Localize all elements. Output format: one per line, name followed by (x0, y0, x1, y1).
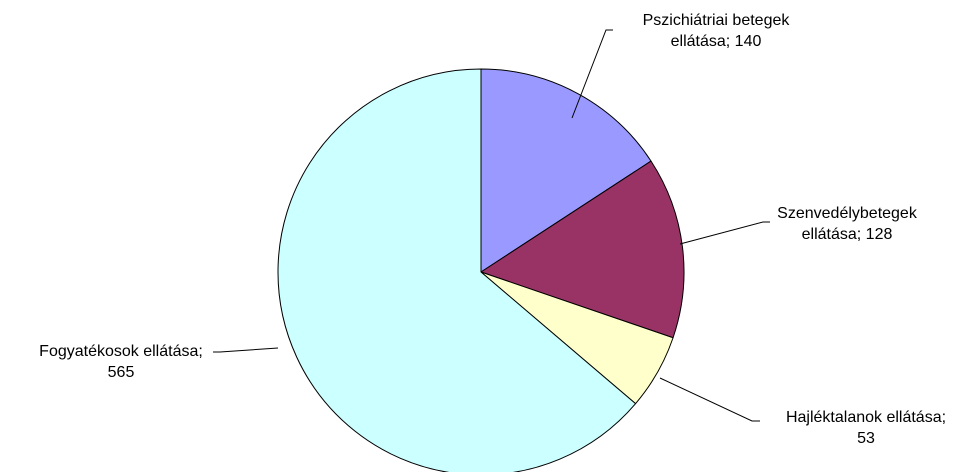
data-label-line: 53 (857, 430, 875, 447)
data-label-line: Fogyatékosok ellátása; (39, 343, 203, 360)
data-label-szenvedelybetegek-ellatasa: Szenvedélybetegek ellátása; 128 (777, 205, 918, 243)
data-label-line: Szenvedélybetegek (777, 205, 918, 222)
data-label-fogyatekosok-ellatasa: Fogyatékosok ellátása; 565 (39, 343, 203, 381)
leader-line-szenvedelybetegek-ellatasa (679, 221, 770, 245)
pie-slice-fogyatekosok-ellatasa (277, 68, 637, 472)
slice-labels: Pszichiátriai betegek ellátása; 140 Szenve… (39, 12, 946, 447)
data-label-pszichiatriai-betegek-ellatasa: Pszichiátriai betegek ellátása; 140 (643, 12, 791, 50)
pie-slice-szenvedelybetegek-ellatasa (480, 160, 685, 339)
pie-slices (277, 68, 685, 472)
data-label-line: 565 (108, 364, 135, 381)
leader-lines (213, 29, 770, 422)
data-label-hajlektalanok-ellatasa: Hajléktalanok ellátása; 53 (786, 409, 946, 447)
leader-line-pszichiatriai-betegek-ellatasa (571, 29, 613, 119)
pie-slice-pszichiatriai-betegek-ellatasa (480, 68, 652, 273)
leader-line-hajlektalanok-ellatasa (659, 377, 760, 422)
data-label-line: ellátása; 140 (671, 33, 762, 50)
data-label-line: ellátása; 128 (802, 226, 893, 243)
data-label-line: Pszichiátriai betegek (643, 12, 791, 29)
data-label-line: Hajléktalanok ellátása; (786, 409, 946, 426)
leader-line-fogyatekosok-ellatasa (213, 347, 279, 353)
